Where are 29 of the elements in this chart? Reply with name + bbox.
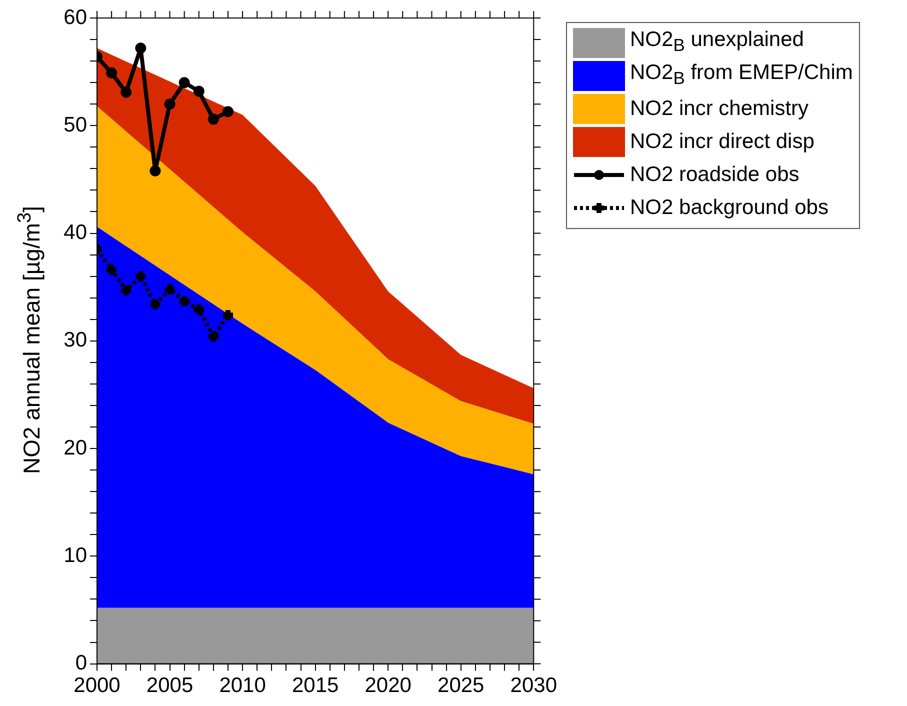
point [135, 42, 146, 54]
point [208, 114, 219, 125]
point [150, 165, 161, 176]
x-tick-label: 2025 [438, 674, 484, 698]
x-tick-label: 2005 [146, 674, 194, 698]
y-tick-label: 50 [64, 113, 87, 136]
legend-label: NO2 incr chemistry [630, 96, 809, 120]
point [164, 98, 176, 110]
legend-label: NO2$_{B}$ unexplained [630, 28, 804, 57]
y-tick-label: 60 [64, 6, 87, 29]
point [193, 86, 204, 97]
point [178, 77, 190, 88]
legend-label: NO2 incr direct disp [630, 130, 814, 154]
legend-label: NO2 roadside obs [630, 162, 800, 186]
x-tick-label: 2000 [74, 674, 120, 698]
y-tick-label: 10 [64, 544, 87, 567]
y-tick-label: 30 [64, 328, 87, 352]
point [222, 106, 234, 118]
y-tick-label: 20 [64, 436, 87, 460]
x-tick-label: 2015 [292, 674, 339, 698]
y-tick-label: 40 [64, 221, 87, 244]
legend-label: NO2 background obs [630, 196, 828, 220]
x-tick-label: 2010 [219, 674, 266, 698]
point [106, 67, 118, 78]
y-tick-label: 0 [75, 652, 87, 675]
point [120, 86, 132, 98]
x-tick-label: 2030 [510, 674, 557, 698]
x-tick-label: 2020 [364, 674, 412, 698]
legend-label: NO2$_{B}$ from EMEP/Chim [630, 61, 853, 90]
